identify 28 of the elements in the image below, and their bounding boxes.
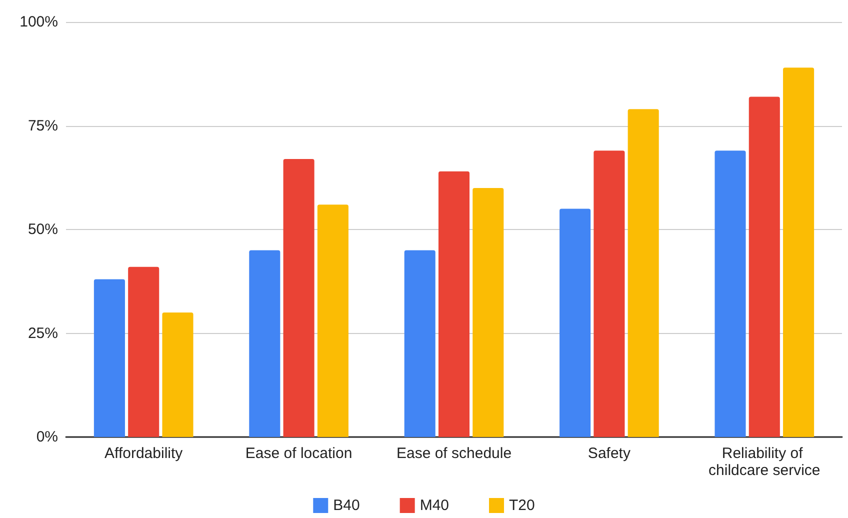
legend-label: M40 bbox=[420, 497, 450, 514]
y-tick-label: 25% bbox=[28, 324, 58, 342]
bar bbox=[249, 250, 280, 437]
y-tick-label: 75% bbox=[28, 117, 58, 134]
y-tick-label: 100% bbox=[20, 14, 58, 30]
x-tick-label: Reliability of childcare service bbox=[708, 445, 820, 479]
legend-label: T20 bbox=[509, 497, 535, 514]
bar bbox=[128, 266, 160, 437]
bar bbox=[404, 250, 436, 437]
bar bbox=[317, 204, 348, 437]
x-tick-label: Ease of location bbox=[245, 445, 352, 462]
bar bbox=[472, 188, 504, 437]
bar bbox=[628, 109, 659, 437]
bar bbox=[162, 312, 194, 437]
bar bbox=[560, 208, 591, 437]
bar bbox=[594, 150, 625, 437]
bar bbox=[94, 279, 125, 437]
bar bbox=[438, 171, 470, 437]
bar bbox=[714, 150, 746, 437]
y-tick-label: 0% bbox=[36, 428, 58, 446]
bar bbox=[283, 158, 314, 437]
bar bbox=[748, 96, 780, 437]
bar bbox=[783, 68, 814, 437]
x-tick-label: Affordability bbox=[104, 445, 184, 462]
legend-label: B40 bbox=[333, 497, 360, 514]
x-tick-label: Ease of schedule bbox=[396, 445, 512, 462]
x-tick-label: Safety bbox=[588, 445, 631, 462]
y-tick-label: 50% bbox=[28, 221, 58, 238]
